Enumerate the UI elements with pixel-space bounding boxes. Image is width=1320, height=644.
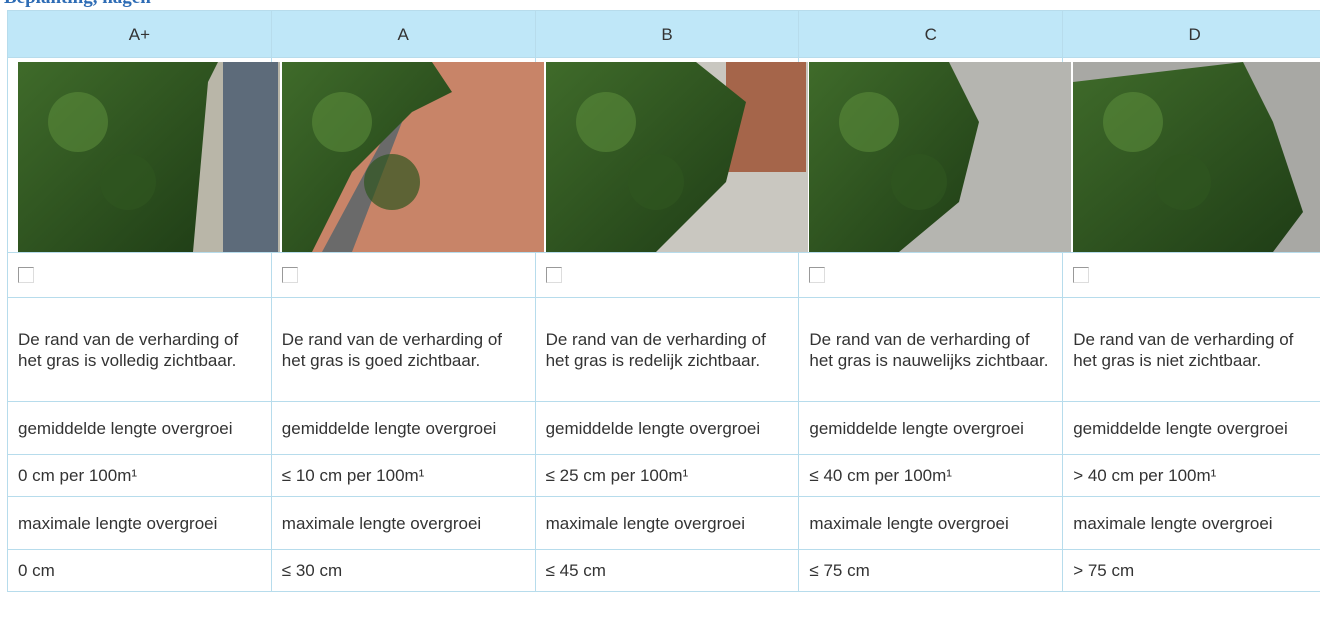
- table-cell: maximale lengte overgroei: [1063, 497, 1320, 550]
- checkbox-cell: [535, 253, 799, 298]
- checkbox[interactable]: [18, 267, 34, 283]
- table-cell: 0 cm per 100m¹: [8, 455, 272, 497]
- table-cell: ≤ 75 cm: [799, 550, 1063, 592]
- table-cell: gemiddelde lengte overgroei: [8, 402, 272, 455]
- table-cell: maximale lengte overgroei: [535, 497, 799, 550]
- photo: [282, 62, 544, 252]
- table-cell: gemiddelde lengte overgroei: [271, 402, 535, 455]
- checkbox-cell: [799, 253, 1063, 298]
- table-cell: De rand van de verharding of het gras is…: [1063, 298, 1320, 402]
- table-cell: De rand van de verharding of het gras is…: [535, 298, 799, 402]
- checkbox[interactable]: [809, 267, 825, 283]
- column-header: A+: [8, 11, 272, 58]
- photo-cell: [271, 58, 535, 253]
- photo: [809, 62, 1071, 252]
- table-row: De rand van de verharding of het gras is…: [8, 298, 1320, 402]
- checkbox-cell: [271, 253, 535, 298]
- checkbox[interactable]: [1073, 267, 1089, 283]
- photo: [1073, 62, 1320, 252]
- section-title: Beplanting, hagen: [4, 0, 151, 8]
- table-cell: ≤ 25 cm per 100m¹: [535, 455, 799, 497]
- photo: [18, 62, 280, 252]
- table-cell: De rand van de verharding of het gras is…: [799, 298, 1063, 402]
- column-header: C: [799, 11, 1063, 58]
- table-cell: De rand van de verharding of het gras is…: [8, 298, 272, 402]
- table-cell: maximale lengte overgroei: [799, 497, 1063, 550]
- checkbox-cell: [8, 253, 272, 298]
- table-cell: ≤ 10 cm per 100m¹: [271, 455, 535, 497]
- table-cell: gemiddelde lengte overgroei: [535, 402, 799, 455]
- checkbox[interactable]: [546, 267, 562, 283]
- table-cell: ≤ 45 cm: [535, 550, 799, 592]
- photo-cell: [799, 58, 1063, 253]
- table-cell: ≤ 30 cm: [271, 550, 535, 592]
- table-cell: > 40 cm per 100m¹: [1063, 455, 1320, 497]
- photo-cell: [8, 58, 272, 253]
- page: Beplanting, hagen A+ABCD De rand van de …: [0, 0, 1320, 644]
- table-row: 0 cm≤ 30 cm≤ 45 cm≤ 75 cm> 75 cm: [8, 550, 1320, 592]
- photo-cell: [535, 58, 799, 253]
- column-header: D: [1063, 11, 1320, 58]
- table-cell: gemiddelde lengte overgroei: [1063, 402, 1320, 455]
- column-header: A: [271, 11, 535, 58]
- table-row: 0 cm per 100m¹≤ 10 cm per 100m¹≤ 25 cm p…: [8, 455, 1320, 497]
- table-body: De rand van de verharding of het gras is…: [8, 58, 1320, 592]
- table-cell: gemiddelde lengte overgroei: [799, 402, 1063, 455]
- checkbox-row: [8, 253, 1320, 298]
- photo-row: [8, 58, 1320, 253]
- table-cell: 0 cm: [8, 550, 272, 592]
- table-cell: ≤ 40 cm per 100m¹: [799, 455, 1063, 497]
- table-cell: maximale lengte overgroei: [8, 497, 272, 550]
- table-cell: > 75 cm: [1063, 550, 1320, 592]
- table-cell: maximale lengte overgroei: [271, 497, 535, 550]
- photo-cell: [1063, 58, 1320, 253]
- column-header: B: [535, 11, 799, 58]
- checkbox-cell: [1063, 253, 1320, 298]
- checkbox[interactable]: [282, 267, 298, 283]
- photo: [546, 62, 808, 252]
- table-cell: De rand van de verharding of het gras is…: [271, 298, 535, 402]
